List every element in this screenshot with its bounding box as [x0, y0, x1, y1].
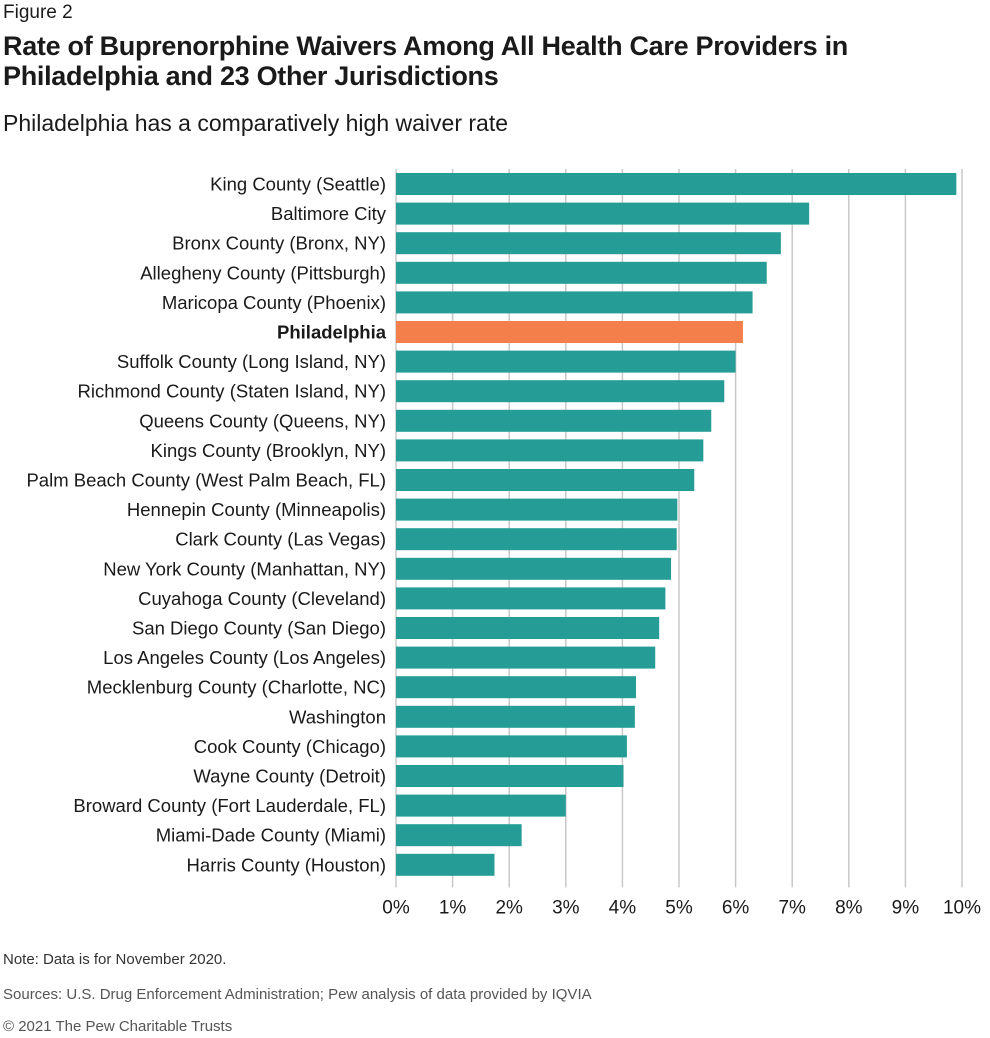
category-label: Miami-Dade County (Miami) [156, 825, 386, 846]
chart-title: Rate of Buprenorphine Waivers Among All … [3, 31, 848, 91]
x-tick-labels: 0% 1% 2% 3% 4% 5% 6% 7% 8% 9% 10% [382, 897, 981, 918]
bar [396, 291, 753, 314]
x-tick-label: 9% [892, 897, 920, 918]
category-label: Kings County (Brooklyn, NY) [151, 440, 386, 461]
x-tick-label: 7% [778, 897, 806, 918]
footnote: Note: Data is for November 2020. [3, 951, 227, 968]
bar [396, 617, 660, 639]
category-labels: King County (Seattle) Baltimore City Bronx… [26, 174, 386, 876]
bar [396, 853, 495, 876]
category-label: Broward County (Fort Lauderdale, FL) [73, 795, 386, 816]
bar [396, 587, 666, 610]
category-label: Cook County (Chicago) [194, 736, 386, 757]
category-label: Philadelphia [277, 322, 387, 343]
bar [396, 409, 712, 432]
bar [396, 824, 522, 847]
category-label: Queens County (Queens, NY) [139, 410, 386, 431]
category-label: Wayne County (Detroit) [193, 766, 386, 787]
bar [396, 202, 810, 225]
category-label: Allegheny County (Pittsburgh) [140, 262, 386, 283]
figure-label: Figure 2 [3, 2, 73, 23]
x-tick-label: 2% [495, 897, 523, 918]
category-label: Hennepin County (Minneapolis) [127, 499, 386, 520]
copyright: © 2021 The Pew Charitable Trusts [3, 1018, 233, 1035]
bar [396, 498, 678, 521]
category-label: Clark County (Las Vegas) [175, 529, 386, 550]
bar [396, 350, 736, 373]
sources: Sources: U.S. Drug Enforcement Administr… [3, 986, 592, 1003]
x-tick-label: 6% [722, 897, 750, 918]
bar [396, 380, 725, 403]
x-tick-label: 0% [382, 897, 410, 918]
category-label: Baltimore City [271, 203, 387, 224]
chart-subtitle: Philadelphia has a comparatively high wa… [3, 110, 509, 136]
category-label: Los Angeles County (Los Angeles) [103, 647, 386, 668]
category-label: Bronx County (Bronx, NY) [172, 233, 386, 254]
bar [396, 439, 704, 462]
x-tick-label: 1% [439, 897, 467, 918]
bar [396, 676, 636, 699]
bar [396, 173, 957, 195]
category-label: Washington [289, 706, 386, 727]
bar [396, 735, 627, 758]
category-label: Harris County (Houston) [187, 854, 386, 875]
x-tick-label: 10% [943, 897, 981, 918]
bar [396, 232, 781, 255]
x-tick-label: 8% [835, 897, 863, 918]
x-tick-label: 5% [665, 897, 693, 918]
bar [396, 765, 624, 787]
x-tick-label: 4% [609, 897, 637, 918]
bar [396, 794, 566, 817]
category-label: Palm Beach County (West Palm Beach, FL) [26, 470, 386, 491]
category-label: Suffolk County (Long Island, NY) [117, 351, 386, 372]
category-label: Richmond County (Staten Island, NY) [78, 381, 386, 402]
bar [396, 261, 767, 284]
bar [396, 469, 695, 491]
bar [396, 646, 656, 669]
category-label: San Diego County (San Diego) [132, 618, 386, 639]
bar [396, 528, 677, 551]
category-label: New York County (Manhattan, NY) [103, 558, 386, 579]
bars [396, 173, 957, 876]
category-label: King County (Seattle) [210, 174, 386, 195]
x-tick-label: 3% [552, 897, 580, 918]
bar [396, 705, 635, 728]
category-label: Maricopa County (Phoenix) [162, 292, 386, 313]
category-label: Cuyahoga County (Cleveland) [138, 588, 386, 609]
category-label: Mecklenburg County (Charlotte, NC) [87, 677, 386, 698]
bar [396, 321, 743, 343]
bar [396, 557, 672, 580]
